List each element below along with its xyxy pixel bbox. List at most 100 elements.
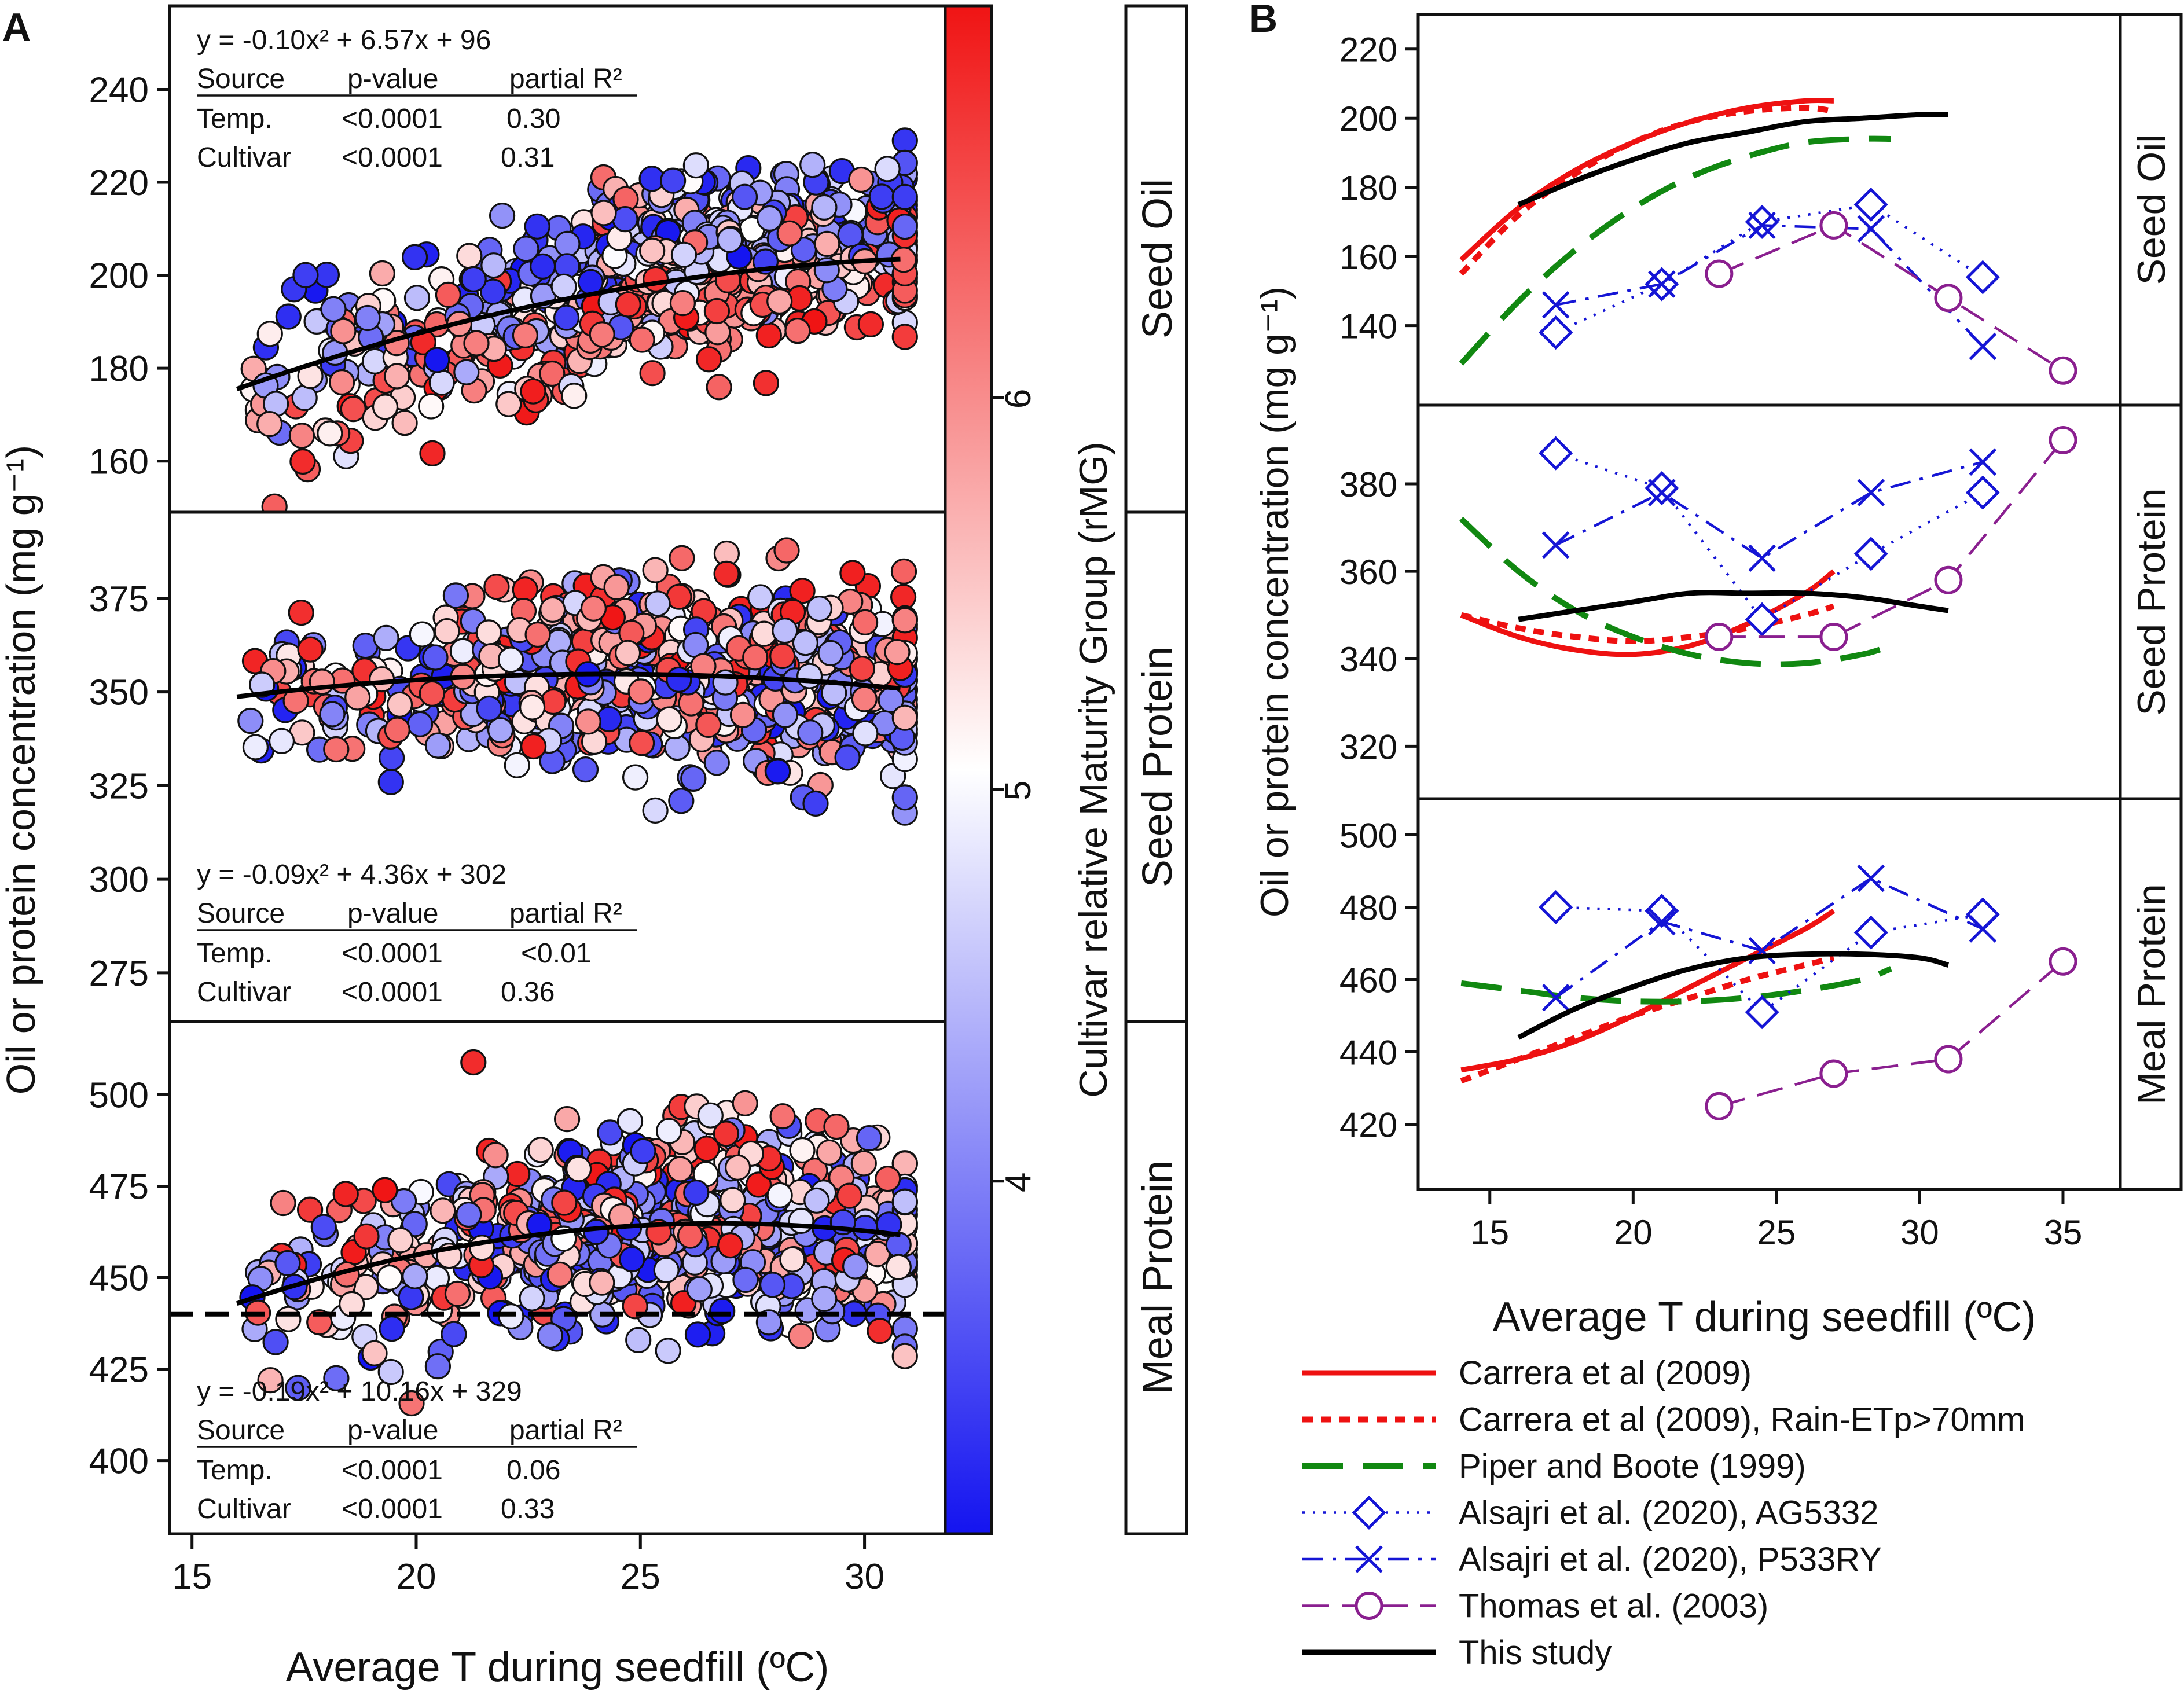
scatter-point	[669, 289, 696, 317]
scatter-point	[765, 758, 791, 785]
scatter-point	[732, 1090, 758, 1116]
legend-label: This study	[1459, 1634, 1612, 1671]
scatter-point	[526, 1211, 553, 1238]
scatter-point	[814, 230, 840, 257]
scatter-point	[766, 1182, 793, 1208]
y-tick-label: 360	[1339, 553, 1397, 592]
scatter-point	[344, 684, 371, 711]
series-carrera-et-al-2009--seed-protein	[1460, 569, 1836, 657]
scatter-point	[285, 1375, 311, 1401]
scatter-point	[460, 266, 487, 292]
x-tick-label: 25	[621, 1557, 660, 1597]
panel-a-x-axis-label: Average T during seedfill (ºC)	[286, 1644, 829, 1691]
scatter-point	[797, 719, 824, 746]
marker-x	[1541, 291, 1570, 319]
scatter-point	[398, 1390, 425, 1417]
scatter-point	[666, 666, 692, 693]
scatter-point	[796, 663, 823, 689]
scatter-point	[422, 644, 449, 671]
scatter-point	[589, 1269, 615, 1296]
stats-cell: <0.0001	[342, 977, 443, 1008]
scatter-point	[703, 297, 731, 325]
stats-cell: <0.01	[521, 938, 591, 969]
panel-frame	[1416, 403, 2122, 800]
y-tick-label: 220	[1339, 31, 1397, 69]
strip-box	[1124, 4, 1188, 1535]
stats-cell: 0.30	[506, 104, 560, 134]
scatter-point	[406, 711, 434, 737]
scatter-point	[669, 545, 695, 571]
marker-circle	[2049, 425, 2077, 454]
scatter-point	[460, 1049, 487, 1076]
fit-curve-seed-oil	[236, 256, 901, 391]
fit-curve-seed-protein	[236, 671, 901, 699]
scatter-point	[713, 1120, 740, 1147]
scatter-point	[891, 127, 918, 154]
scatter-point	[323, 1365, 350, 1391]
scatter-point	[891, 607, 918, 634]
scatter-point	[520, 378, 546, 405]
scatter-point	[703, 750, 730, 776]
marker-diamond	[1645, 894, 1679, 928]
scatter-point	[275, 303, 302, 330]
stats-equation: y = -0.09x² + 4.36x + 302	[197, 859, 506, 890]
scatter-point	[275, 1306, 302, 1332]
scatter-point	[724, 1154, 751, 1181]
scatter-point	[353, 1223, 380, 1250]
scatter-point	[589, 321, 615, 348]
scatter-point	[483, 574, 510, 600]
scatter-point	[856, 1125, 883, 1152]
marker-x	[1857, 864, 1885, 892]
scatter-point	[756, 205, 783, 232]
strip-label-seed-protein: Seed Protein	[2130, 488, 2174, 715]
legend-label: Alsajri et al. (2020), AG5332	[1459, 1494, 1878, 1532]
scatter-point	[717, 226, 743, 253]
scatter-point	[695, 711, 722, 739]
stats-cell: Cultivar	[197, 142, 291, 173]
marker-x	[1648, 479, 1676, 506]
scatter-point	[419, 440, 446, 467]
series-alsajri-et-al-2020-p533ry-seed-oil	[1555, 224, 1984, 348]
scatter-point	[256, 321, 283, 347]
panel-b-y-axis-label: Oil or protein concentration (mg g⁻¹)	[1253, 286, 1297, 917]
y-tick-label: 440	[1339, 1034, 1397, 1072]
panel-b-label: B	[1249, 0, 1278, 41]
marker-diamond	[1352, 1495, 1386, 1530]
panel-a-y-axis-label: Oil or protein concentration (mg g⁻¹)	[0, 445, 43, 1094]
x-tick-label: 35	[2044, 1213, 2083, 1252]
scatter-point	[529, 253, 556, 280]
y-tick-label: 340	[1339, 640, 1397, 679]
stats-header-cell: partial R²	[509, 64, 622, 94]
scatter-point	[310, 1214, 337, 1240]
scatter-point	[885, 1254, 912, 1280]
scatter-point	[332, 1181, 359, 1207]
scatter-point	[682, 152, 710, 179]
scatter-point	[766, 288, 793, 315]
x-tick-label: 15	[1470, 1213, 1509, 1252]
strip-label-seed-protein: Seed Protein	[1135, 646, 1181, 887]
scatter-point	[792, 630, 819, 656]
stats-header-cell: Source	[197, 64, 285, 94]
y-tick-label: 200	[1339, 100, 1397, 138]
scatter-point	[539, 360, 566, 387]
scatter-point	[693, 1136, 720, 1162]
scatter-point	[291, 384, 318, 412]
series-piper-and-boote-1999--seed-protein	[1459, 516, 1892, 667]
scatter-point	[476, 695, 502, 722]
scatter-point	[379, 1316, 405, 1342]
scatter-point	[720, 1186, 746, 1214]
marker-x	[1857, 479, 1885, 506]
series-piper-and-boote-1999--meal-protein	[1460, 966, 1892, 1005]
y-tick-label: 375	[89, 579, 149, 619]
scatter-point	[890, 558, 917, 585]
scatter-point	[709, 1298, 736, 1324]
marker-circle	[1705, 1092, 1734, 1120]
scatter-point	[296, 1196, 324, 1223]
scatter-point	[553, 304, 580, 331]
scatter-point	[513, 236, 539, 262]
scatter-point	[690, 653, 717, 679]
y-tick-label: 500	[89, 1075, 149, 1115]
series-carrera-et-al-2009-rain-etp-70mm-seed-oil	[1459, 105, 1834, 276]
scatter-point	[546, 1261, 573, 1288]
scatter-point	[717, 1232, 744, 1259]
